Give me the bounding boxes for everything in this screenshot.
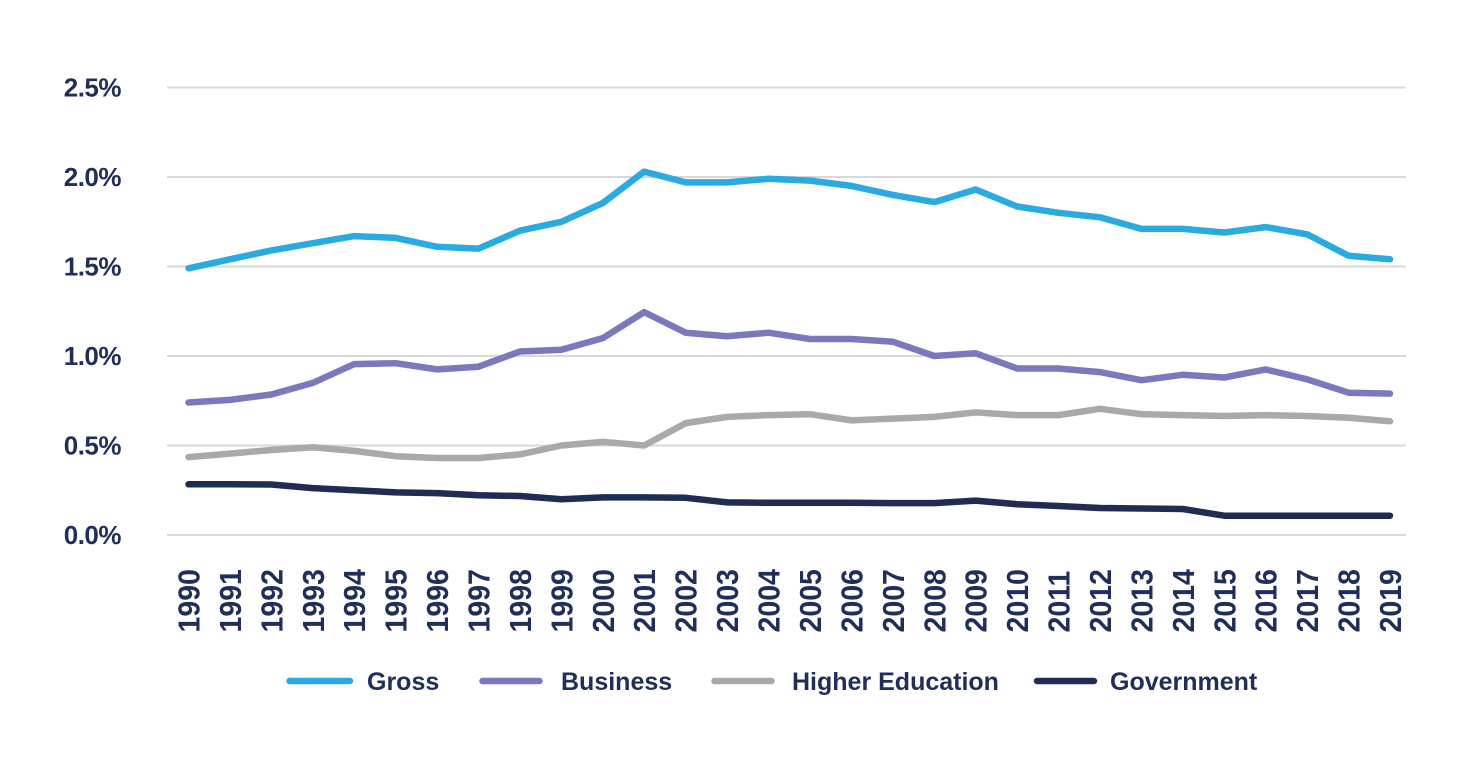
svg-text:2005: 2005 bbox=[794, 569, 828, 632]
svg-text:1993: 1993 bbox=[297, 569, 331, 632]
svg-text:2018: 2018 bbox=[1333, 569, 1367, 632]
svg-text:2001: 2001 bbox=[628, 569, 662, 632]
svg-text:Gross: Gross bbox=[367, 668, 439, 696]
svg-text:Government: Government bbox=[1110, 668, 1258, 696]
svg-text:2006: 2006 bbox=[835, 569, 869, 632]
svg-text:2.5%: 2.5% bbox=[64, 73, 122, 103]
svg-text:2012: 2012 bbox=[1084, 569, 1118, 632]
svg-text:2013: 2013 bbox=[1125, 569, 1159, 632]
svg-text:1996: 1996 bbox=[421, 569, 455, 632]
svg-text:1994: 1994 bbox=[338, 569, 372, 633]
svg-text:1995: 1995 bbox=[380, 569, 414, 632]
svg-text:1990: 1990 bbox=[172, 569, 206, 632]
svg-text:2017: 2017 bbox=[1291, 569, 1325, 632]
svg-text:2003: 2003 bbox=[711, 569, 745, 632]
svg-text:2002: 2002 bbox=[670, 569, 704, 632]
svg-text:Business: Business bbox=[561, 668, 672, 696]
svg-text:1992: 1992 bbox=[255, 569, 289, 632]
svg-text:1997: 1997 bbox=[462, 569, 496, 632]
svg-text:1991: 1991 bbox=[214, 569, 248, 632]
svg-text:0.0%: 0.0% bbox=[64, 520, 122, 550]
svg-text:2011: 2011 bbox=[1043, 571, 1077, 633]
svg-text:0.5%: 0.5% bbox=[64, 431, 122, 461]
svg-text:2009: 2009 bbox=[960, 569, 994, 632]
svg-text:2014: 2014 bbox=[1167, 569, 1201, 633]
svg-text:2010: 2010 bbox=[1001, 569, 1035, 632]
svg-text:2.0%: 2.0% bbox=[64, 162, 122, 192]
svg-text:2015: 2015 bbox=[1208, 569, 1242, 632]
svg-text:2004: 2004 bbox=[752, 569, 786, 633]
svg-text:Higher Education: Higher Education bbox=[792, 668, 999, 696]
svg-text:2019: 2019 bbox=[1374, 569, 1408, 632]
svg-text:1999: 1999 bbox=[545, 569, 579, 632]
svg-text:1.0%: 1.0% bbox=[64, 341, 122, 371]
svg-text:2008: 2008 bbox=[918, 569, 952, 632]
svg-text:1998: 1998 bbox=[504, 569, 538, 632]
svg-text:2007: 2007 bbox=[877, 569, 911, 632]
svg-text:2016: 2016 bbox=[1250, 569, 1284, 632]
svg-text:2000: 2000 bbox=[587, 569, 621, 632]
svg-text:1.5%: 1.5% bbox=[64, 252, 122, 282]
